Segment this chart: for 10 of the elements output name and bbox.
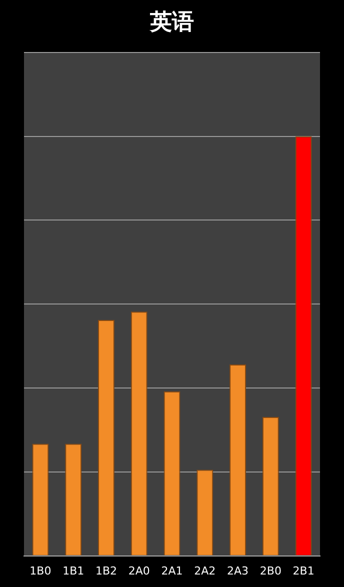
x-tick-label: 2A3 — [227, 564, 249, 578]
x-tick-label: 2B0 — [260, 564, 282, 578]
x-tick-label: 2A1 — [161, 564, 183, 578]
x-tick-label: 1B2 — [95, 564, 117, 578]
x-tick-label: 1B1 — [62, 564, 84, 578]
chart-title: 英语 — [149, 8, 194, 35]
x-tick-label: 2A2 — [194, 564, 216, 578]
x-tick-label: 1B0 — [30, 564, 52, 578]
x-tick-label: 2A0 — [128, 564, 150, 578]
x-tick-label: 2B1 — [292, 564, 314, 578]
